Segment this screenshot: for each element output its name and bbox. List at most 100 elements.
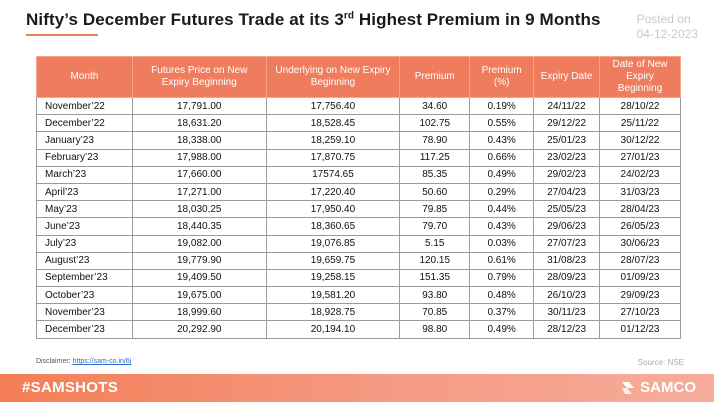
cell-expiry-date: 23/02/23	[533, 148, 601, 167]
cell-expiry-date: 29/02/23	[533, 165, 601, 184]
table-row: June’23 18,440.35 18,360.65 79.70 0.43% 29/06…	[36, 217, 681, 236]
cell-month: November’22	[36, 96, 133, 116]
cell-new-expiry-date: 26/05/23	[599, 217, 681, 236]
cell-new-expiry-date: 28/10/22	[599, 96, 681, 116]
cell-month: December’23	[36, 320, 133, 339]
cell-premium: 102.75	[399, 114, 471, 133]
source-note: Source: NSE	[637, 358, 684, 367]
cell-premium-pct: 0.55%	[469, 114, 535, 133]
cell-underlying: 18,259.10	[265, 131, 401, 150]
table-row: December’22 18,631.20 18,528.45 102.75 0.55%…	[36, 114, 681, 133]
cell-expiry-date: 26/10/23	[533, 286, 601, 305]
cell-futures-price: 18,999.60	[131, 303, 267, 322]
futures-premium-table: Month Futures Price on New Expiry Beginn…	[36, 56, 681, 339]
cell-expiry-date: 29/12/22	[533, 114, 601, 133]
disclaimer-link[interactable]: https://sam-co.in/6j	[72, 358, 132, 365]
header-expiry-date: Expiry Date	[533, 56, 601, 98]
cell-expiry-date: 30/11/23	[533, 303, 601, 322]
cell-month: June’23	[36, 217, 133, 236]
cell-futures-price: 19,779.90	[131, 251, 267, 270]
cell-month: November’23	[36, 303, 133, 322]
cell-futures-price: 19,675.00	[131, 286, 267, 305]
cell-premium-pct: 0.37%	[469, 303, 535, 322]
cell-expiry-date: 28/12/23	[533, 320, 601, 339]
cell-premium-pct: 0.44%	[469, 200, 535, 219]
header-futures-price: Futures Price on New Expiry Beginning	[131, 56, 267, 98]
cell-futures-price: 19,409.50	[131, 268, 267, 288]
cell-underlying: 17,220.40	[265, 182, 401, 202]
cell-month: December’22	[36, 114, 133, 133]
cell-premium: 50.60	[399, 182, 471, 202]
cell-new-expiry-date: 01/12/23	[599, 320, 681, 339]
cell-month: April’23	[36, 182, 133, 202]
cell-expiry-date: 25/01/23	[533, 131, 601, 150]
title-text-rest: Highest Premium in 9 Months	[354, 10, 601, 29]
cell-futures-price: 17,660.00	[131, 165, 267, 184]
cell-premium: 93.80	[399, 286, 471, 305]
cell-month: October’23	[36, 286, 133, 305]
table-row: August’23 19,779.90 19,659.75 120.15 0.61% 31…	[36, 251, 681, 270]
cell-new-expiry-date: 29/09/23	[599, 286, 681, 305]
cell-futures-price: 17,271.00	[131, 182, 267, 202]
cell-new-expiry-date: 25/11/22	[599, 114, 681, 133]
cell-new-expiry-date: 28/04/23	[599, 200, 681, 219]
table-row: February’23 17,988.00 17,870.75 117.25 0.66%…	[36, 148, 681, 167]
cell-premium-pct: 0.03%	[469, 234, 535, 253]
cell-expiry-date: 27/04/23	[533, 182, 601, 202]
cell-expiry-date: 25/05/23	[533, 200, 601, 219]
cell-premium: 120.15	[399, 251, 471, 270]
title-underline	[26, 34, 98, 36]
cell-futures-price: 18,631.20	[131, 114, 267, 133]
title-superscript: rd	[343, 10, 355, 22]
page-title: Nifty’s December Futures Trade at its 3r…	[26, 10, 601, 30]
cell-month: January’23	[36, 131, 133, 150]
cell-underlying: 19,659.75	[265, 251, 401, 270]
table-row: April’23 17,271.00 17,220.40 50.60 0.29% 27/0…	[36, 182, 681, 202]
cell-underlying: 18,528.45	[265, 114, 401, 133]
cell-premium: 5.15	[399, 234, 471, 253]
samco-logo-icon	[622, 381, 635, 394]
cell-futures-price: 19,082.00	[131, 234, 267, 253]
cell-underlying: 19,258.15	[265, 268, 401, 288]
cell-underlying: 19,581.20	[265, 286, 401, 305]
posted-label: Posted on	[636, 12, 691, 26]
footer-banner: #SAMSHOTS SAMCO	[0, 374, 714, 402]
cell-new-expiry-date: 24/02/23	[599, 165, 681, 184]
header-underlying: Underlying on New Expiry Beginning	[265, 56, 401, 98]
cell-month: May’23	[36, 200, 133, 219]
table-row: November’23 18,999.60 18,928.75 70.85 0.37% 3…	[36, 303, 681, 322]
cell-underlying: 17,756.40	[265, 96, 401, 116]
cell-new-expiry-date: 27/10/23	[599, 303, 681, 322]
posted-date: 04-12-2023	[636, 27, 698, 41]
cell-underlying: 20,194.10	[265, 320, 401, 339]
cell-month: August’23	[36, 251, 133, 270]
table-row: September’23 19,409.50 19,258.15 151.35 0.79…	[36, 268, 681, 288]
cell-month: March’23	[36, 165, 133, 184]
table-row: May’23 18,030.25 17,950.40 79.85 0.44% 25/05/…	[36, 200, 681, 219]
cell-premium-pct: 0.43%	[469, 131, 535, 150]
cell-underlying: 17574.65	[265, 165, 401, 184]
cell-premium-pct: 0.61%	[469, 251, 535, 270]
header-premium-pct: Premium (%)	[469, 56, 535, 98]
cell-expiry-date: 29/06/23	[533, 217, 601, 236]
cell-premium-pct: 0.29%	[469, 182, 535, 202]
cell-futures-price: 18,440.35	[131, 217, 267, 236]
cell-expiry-date: 24/11/22	[533, 96, 601, 116]
header-month: Month	[36, 56, 133, 98]
table-row: July’23 19,082.00 19,076.85 5.15 0.03% 27/07/…	[36, 234, 681, 253]
cell-new-expiry-date: 28/07/23	[599, 251, 681, 270]
cell-premium-pct: 0.48%	[469, 286, 535, 305]
cell-premium-pct: 0.79%	[469, 268, 535, 288]
cell-month: September’23	[36, 268, 133, 288]
cell-premium: 79.70	[399, 217, 471, 236]
posted-date-block: Posted on 04-12-2023	[637, 12, 698, 42]
cell-premium: 117.25	[399, 148, 471, 167]
table-row: March’23 17,660.00 17574.65 85.35 0.49% 29/02…	[36, 165, 681, 184]
brand-logo[interactable]: SAMCO	[620, 379, 696, 396]
cell-new-expiry-date: 30/12/22	[599, 131, 681, 150]
cell-underlying: 17,870.75	[265, 148, 401, 167]
cell-premium-pct: 0.49%	[469, 320, 535, 339]
cell-month: February’23	[36, 148, 133, 167]
cell-premium: 79.85	[399, 200, 471, 219]
cell-underlying: 18,928.75	[265, 303, 401, 322]
